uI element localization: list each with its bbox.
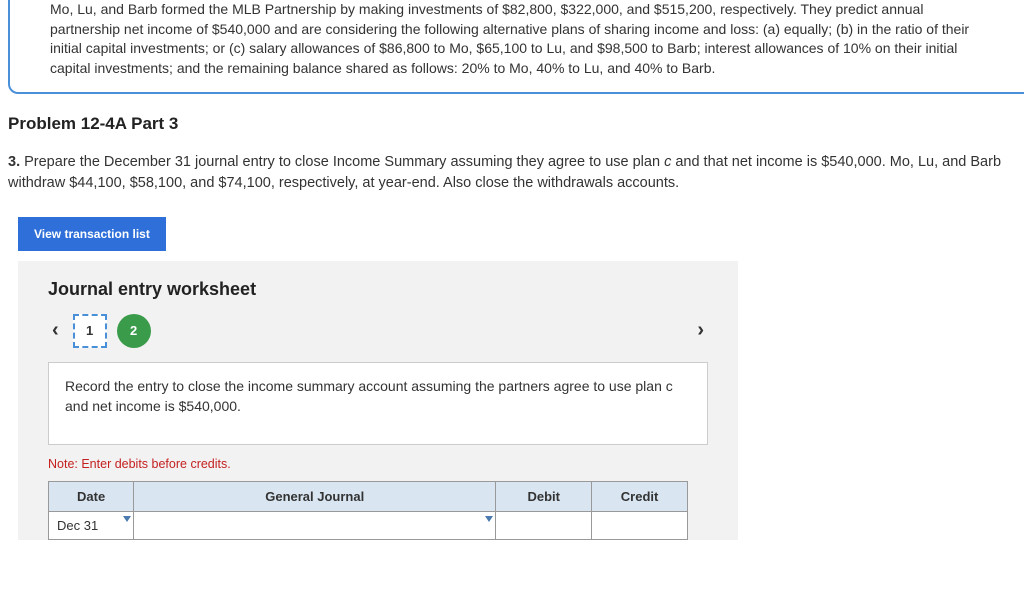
section-title: Problem 12-4A Part 3 — [8, 114, 1024, 134]
next-chevron-icon[interactable]: › — [693, 319, 708, 342]
note-text: Note: Enter debits before credits. — [48, 457, 708, 471]
problem-text: Mo, Lu, and Barb formed the MLB Partners… — [50, 0, 994, 78]
problem-statement-box: Mo, Lu, and Barb formed the MLB Partners… — [8, 0, 1024, 94]
instruction-part1: Prepare the December 31 journal entry to… — [20, 154, 664, 170]
step-2-tab[interactable]: 2 — [117, 314, 151, 348]
debit-cell[interactable] — [496, 512, 592, 540]
credit-cell[interactable] — [592, 512, 688, 540]
worksheet-nav: ‹ 1 2 › — [48, 314, 708, 348]
nav-left-group: ‹ 1 2 — [48, 314, 151, 348]
entry-instruction-box: Record the entry to close the income sum… — [48, 362, 708, 445]
prev-chevron-icon[interactable]: ‹ — [48, 319, 63, 342]
step-1-tab[interactable]: 1 — [73, 314, 107, 348]
view-transaction-list-button[interactable]: View transaction list — [18, 217, 166, 251]
header-credit: Credit — [592, 482, 688, 512]
header-general-journal: General Journal — [134, 482, 496, 512]
account-cell[interactable] — [134, 512, 496, 540]
table-header-row: Date General Journal Debit Credit — [49, 482, 688, 512]
worksheet-title: Journal entry worksheet — [48, 279, 708, 300]
journal-entry-table: Date General Journal Debit Credit Dec 31 — [48, 481, 688, 540]
instruction-text: 3. Prepare the December 31 journal entry… — [8, 152, 1016, 193]
instruction-number: 3. — [8, 154, 20, 170]
header-date: Date — [49, 482, 134, 512]
journal-entry-worksheet: Journal entry worksheet ‹ 1 2 › Record t… — [18, 261, 738, 540]
header-debit: Debit — [496, 482, 592, 512]
date-cell[interactable]: Dec 31 — [49, 512, 134, 540]
table-row: Dec 31 — [49, 512, 688, 540]
